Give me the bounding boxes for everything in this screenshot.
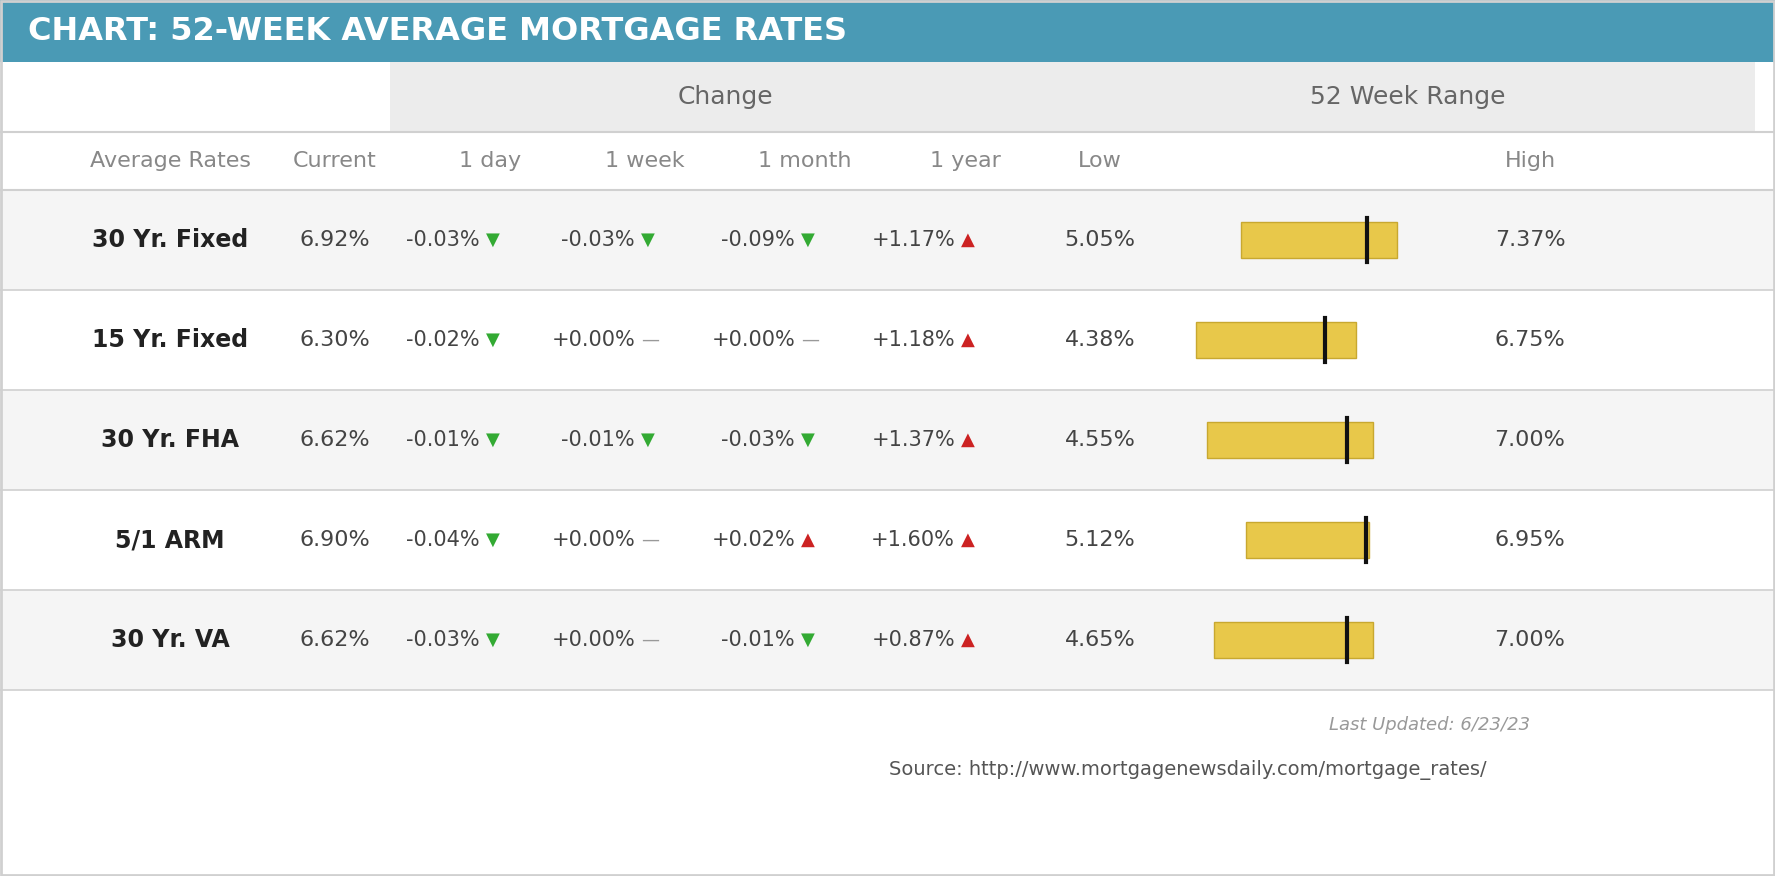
Text: +0.00%: +0.00% [552,630,635,650]
Text: 6.95%: 6.95% [1495,530,1566,550]
Text: 1 day: 1 day [460,151,522,171]
Text: ▲: ▲ [960,631,974,649]
Text: 5.12%: 5.12% [1065,530,1136,550]
Text: 1 week: 1 week [605,151,685,171]
Text: CHART: 52-WEEK AVERAGE MORTGAGE RATES: CHART: 52-WEEK AVERAGE MORTGAGE RATES [28,16,847,46]
Text: 1 year: 1 year [930,151,1001,171]
Text: 15 Yr. Fixed: 15 Yr. Fixed [92,328,249,352]
Text: —: — [801,331,818,349]
Text: ▼: ▼ [486,531,501,549]
Bar [0,190,1775,290]
Text: 6.90%: 6.90% [300,530,371,550]
Text: 6.75%: 6.75% [1495,330,1566,350]
Text: ▼: ▼ [486,231,501,249]
Text: +1.17%: +1.17% [872,230,955,250]
Bar [390,62,1060,132]
Text: -0.01%: -0.01% [721,630,795,650]
Text: -0.01%: -0.01% [561,430,635,450]
Bar [0,590,1775,690]
Text: Low: Low [1077,151,1122,171]
Text: —: — [641,631,659,649]
Text: 7.37%: 7.37% [1495,230,1566,250]
Text: 30 Yr. FHA: 30 Yr. FHA [101,428,240,452]
Text: Average Rates: Average Rates [89,151,250,171]
Text: -0.03%: -0.03% [561,230,635,250]
Text: 6.92%: 6.92% [300,230,371,250]
Text: ▼: ▼ [801,431,815,449]
Text: -0.02%: -0.02% [406,330,479,350]
Text: Current: Current [293,151,376,171]
Bar [0,0,1775,62]
Text: ▼: ▼ [486,631,501,649]
Text: High: High [1505,151,1555,171]
Text: 30 Yr. VA: 30 Yr. VA [110,628,229,652]
Text: 6.62%: 6.62% [300,430,371,450]
Text: Source: http://www.mortgagenewsdaily.com/mortgage_rates/: Source: http://www.mortgagenewsdaily.com… [889,760,1486,780]
Text: -0.04%: -0.04% [406,530,479,550]
Bar [1196,322,1356,358]
Text: -0.03%: -0.03% [406,630,479,650]
Text: 6.30%: 6.30% [300,330,371,350]
Text: ▼: ▼ [801,231,815,249]
Text: ▲: ▲ [960,531,974,549]
Bar [0,490,1775,590]
Text: 6.62%: 6.62% [300,630,371,650]
Bar [0,290,1775,390]
Text: +0.00%: +0.00% [552,330,635,350]
Text: -0.03%: -0.03% [406,230,479,250]
Bar [1241,222,1397,258]
Text: ▼: ▼ [486,331,501,349]
Text: -0.01%: -0.01% [406,430,479,450]
Text: —: — [641,531,659,549]
Text: 52 Week Range: 52 Week Range [1310,85,1505,109]
Text: +1.18%: +1.18% [872,330,955,350]
Text: 30 Yr. Fixed: 30 Yr. Fixed [92,228,249,252]
Text: ▼: ▼ [641,431,655,449]
Text: 5/1 ARM: 5/1 ARM [115,528,225,552]
Text: ▲: ▲ [960,431,974,449]
Text: +0.87%: +0.87% [872,630,955,650]
Bar [0,390,1775,490]
Bar [1060,62,1755,132]
Text: ▼: ▼ [641,231,655,249]
Text: ▲: ▲ [960,231,974,249]
Text: +0.00%: +0.00% [712,330,795,350]
Text: 7.00%: 7.00% [1495,630,1566,650]
Text: 7.00%: 7.00% [1495,430,1566,450]
Text: -0.03%: -0.03% [721,430,795,450]
Bar [1207,422,1372,458]
Text: 4.38%: 4.38% [1065,330,1136,350]
Text: ▼: ▼ [801,631,815,649]
Text: +1.37%: +1.37% [872,430,955,450]
Bar [1246,522,1369,558]
Bar [1214,622,1372,658]
Text: +1.60%: +1.60% [872,530,955,550]
Text: +0.00%: +0.00% [552,530,635,550]
Text: -0.09%: -0.09% [721,230,795,250]
Text: 4.55%: 4.55% [1065,430,1136,450]
Text: 1 month: 1 month [758,151,852,171]
Text: ▲: ▲ [801,531,815,549]
Text: 4.65%: 4.65% [1065,630,1136,650]
Text: +0.02%: +0.02% [712,530,795,550]
Text: ▲: ▲ [960,331,974,349]
Text: —: — [641,331,659,349]
Text: 5.05%: 5.05% [1065,230,1136,250]
Text: Last Updated: 6/23/23: Last Updated: 6/23/23 [1329,716,1530,734]
Text: ▼: ▼ [486,431,501,449]
Text: Change: Change [678,85,772,109]
